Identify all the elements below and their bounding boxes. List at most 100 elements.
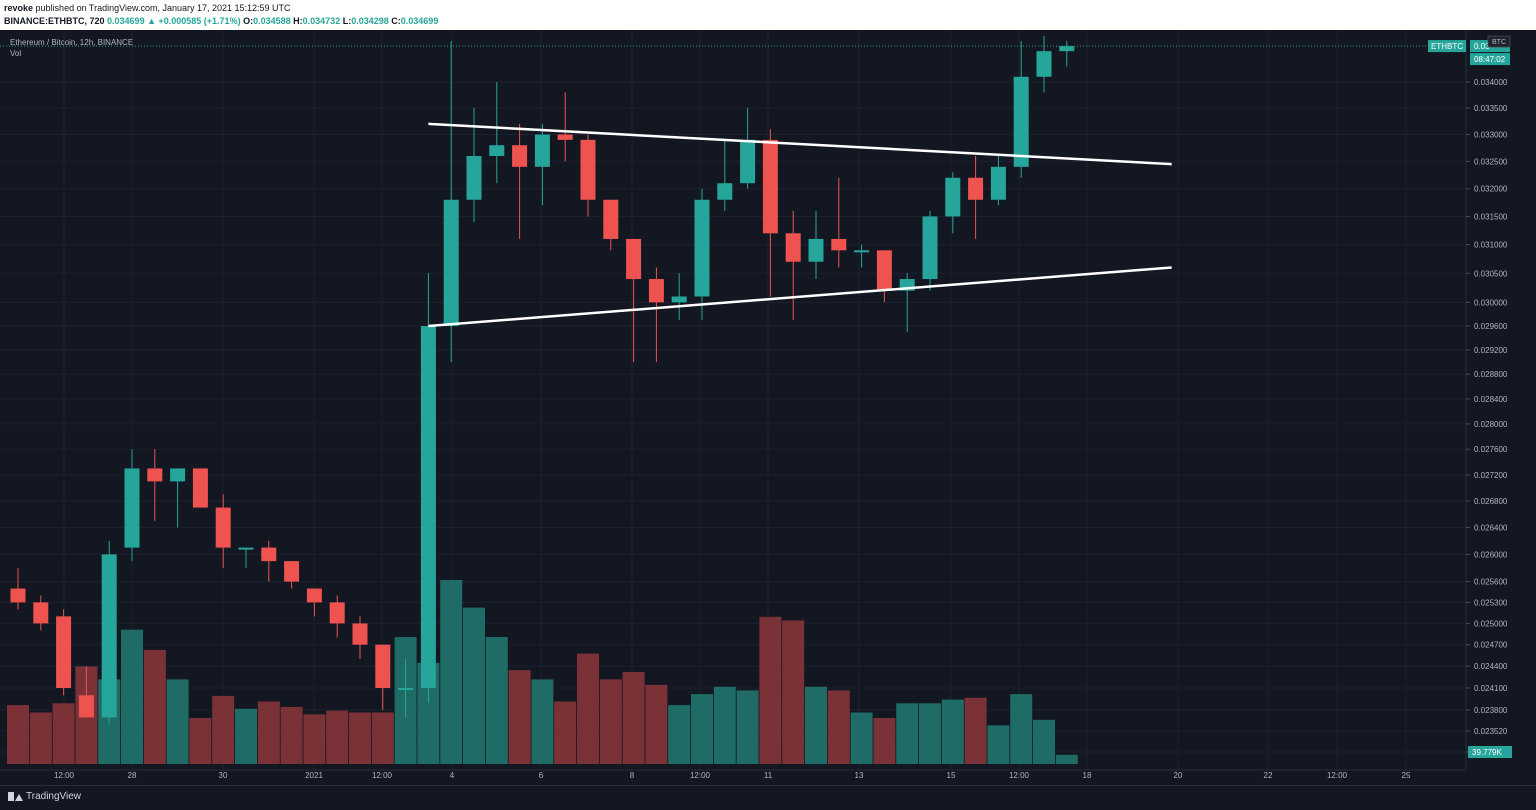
price-tick-label: 0.026400 — [1474, 523, 1508, 532]
price-tick-label: 0.026000 — [1474, 550, 1508, 559]
candle-down — [762, 139, 778, 234]
volume-bar — [782, 620, 805, 764]
volume-bar — [827, 690, 850, 764]
volume-bar — [166, 679, 189, 764]
price-tick-label: 0.026800 — [1474, 497, 1508, 506]
price-tick-label: 0.029200 — [1474, 346, 1508, 355]
candle-up — [534, 134, 550, 167]
volume-bar — [554, 701, 577, 764]
currency-badge: BTC — [1492, 39, 1506, 46]
price-tick-label: 0.032500 — [1474, 157, 1508, 166]
price-tick-label: 0.025300 — [1474, 598, 1508, 607]
trendlines — [428, 122, 1172, 328]
candle-down — [352, 623, 368, 645]
high-value: 0.034732 — [302, 16, 341, 26]
volume-bar — [257, 701, 280, 764]
price-tick-label: 0.025000 — [1474, 619, 1508, 628]
time-tick-label: 28 — [128, 771, 137, 780]
volume-bar — [691, 694, 713, 764]
symbol-label: BINANCE:ETHBTC, 720 — [4, 16, 105, 26]
brand-label: TradingView — [26, 791, 82, 802]
candle-down — [33, 602, 49, 624]
price-tick-label: 0.024700 — [1474, 641, 1508, 650]
symbol-tag-label: ETHBTC — [1431, 42, 1463, 51]
candle-down — [215, 507, 231, 548]
candle-down — [968, 177, 984, 200]
time-tick-label: 22 — [1264, 771, 1273, 780]
price-tick-label: 0.029600 — [1474, 322, 1508, 331]
volume-bar — [896, 703, 919, 764]
candle-down — [557, 134, 573, 140]
volume-bar — [508, 670, 531, 764]
price-tick-label: 0.023800 — [1474, 706, 1508, 715]
price-tick-label: 0.031000 — [1474, 241, 1508, 250]
volume-bar — [143, 649, 166, 764]
candle-down — [375, 644, 391, 688]
publish-info: published on TradingView.com, January 17… — [35, 3, 291, 13]
candle-down — [56, 616, 72, 688]
candle-up — [694, 199, 710, 297]
time-tick-label: 18 — [1083, 771, 1092, 780]
countdown-bg — [1470, 53, 1510, 66]
candle-down — [512, 145, 528, 167]
candle-up — [808, 238, 824, 262]
volume-bar — [805, 686, 827, 764]
candle-up — [489, 145, 505, 156]
candle-up — [398, 687, 414, 690]
volume-bar — [371, 712, 394, 764]
close-label: C: — [391, 16, 401, 26]
price-chart[interactable]: 0.034000 0.033500 0.033000 0.032500 0.032000… — [0, 30, 1536, 785]
volume-bar — [622, 672, 645, 764]
price-tick-label: 0.033500 — [1474, 104, 1508, 113]
candle-up — [990, 166, 1006, 200]
candle-up — [717, 183, 733, 200]
time-tick-label: 4 — [450, 771, 455, 780]
price-axis: 0.034000 0.033500 0.033000 0.032500 0.032000… — [0, 30, 1536, 785]
tradingview-logo[interactable]: TradingView — [8, 791, 81, 802]
series-legend[interactable]: Ethereum / Bitcoin, 12h, BINANCE — [10, 38, 134, 47]
tradingview-logo-icon — [8, 792, 23, 801]
time-tick-label: 25 — [1402, 771, 1411, 780]
price-tick-label: 0.033000 — [1474, 131, 1508, 140]
candle-up — [1036, 51, 1052, 77]
candle-up — [899, 279, 915, 291]
volume-tag-bg — [1468, 746, 1512, 758]
time-tick-label: 20 — [1174, 771, 1183, 780]
high-label: H: — [293, 16, 303, 26]
time-axis: 12:00 28 30 2021 12:00 4 6 8 12:00 11 13 15 12:00 18 2… — [54, 771, 1411, 780]
candle-up — [124, 468, 140, 548]
time-tick-label: 2021 — [305, 771, 323, 780]
candle-down — [10, 588, 26, 603]
price-axis-panel — [1466, 30, 1536, 785]
candle-up — [443, 199, 459, 326]
volume-tag-label: 39.779K — [1472, 748, 1502, 757]
low-label: L: — [342, 16, 352, 26]
volume-bar — [1010, 694, 1033, 764]
quote-line: BINANCE:ETHBTC, 720 0.034699 ▲ +0.000585… — [4, 16, 438, 26]
candle-up — [238, 547, 254, 550]
volume-bar — [52, 703, 75, 764]
price-tag-value: 0.03 — [1474, 42, 1490, 51]
volume-bar — [531, 679, 554, 764]
price-tick-label: 0.023520 — [1474, 727, 1508, 736]
volume-bar — [645, 684, 668, 764]
candle-down — [329, 602, 345, 624]
time-tick-label: 30 — [219, 771, 228, 780]
time-tick-label: 12:00 — [1327, 771, 1348, 780]
publisher-username[interactable]: revoke — [4, 3, 34, 13]
low-value: 0.034298 — [351, 16, 389, 26]
candle-down — [261, 547, 277, 562]
volume-bar — [121, 629, 143, 764]
candle-down — [147, 468, 163, 482]
price-tick-label: 0.031500 — [1474, 212, 1508, 221]
candle-up — [854, 250, 870, 253]
volume-bar — [1055, 754, 1078, 764]
time-tick-label: 12:00 — [54, 771, 75, 780]
candle-down — [876, 250, 892, 291]
volume-legend[interactable]: Vol — [10, 49, 22, 58]
publish-line: revoke published on TradingView.com, Jan… — [4, 3, 291, 13]
time-tick-label: 6 — [539, 771, 544, 780]
volume-bar — [349, 712, 371, 764]
time-tick-label: 12:00 — [1009, 771, 1030, 780]
volume-bar — [235, 708, 257, 764]
